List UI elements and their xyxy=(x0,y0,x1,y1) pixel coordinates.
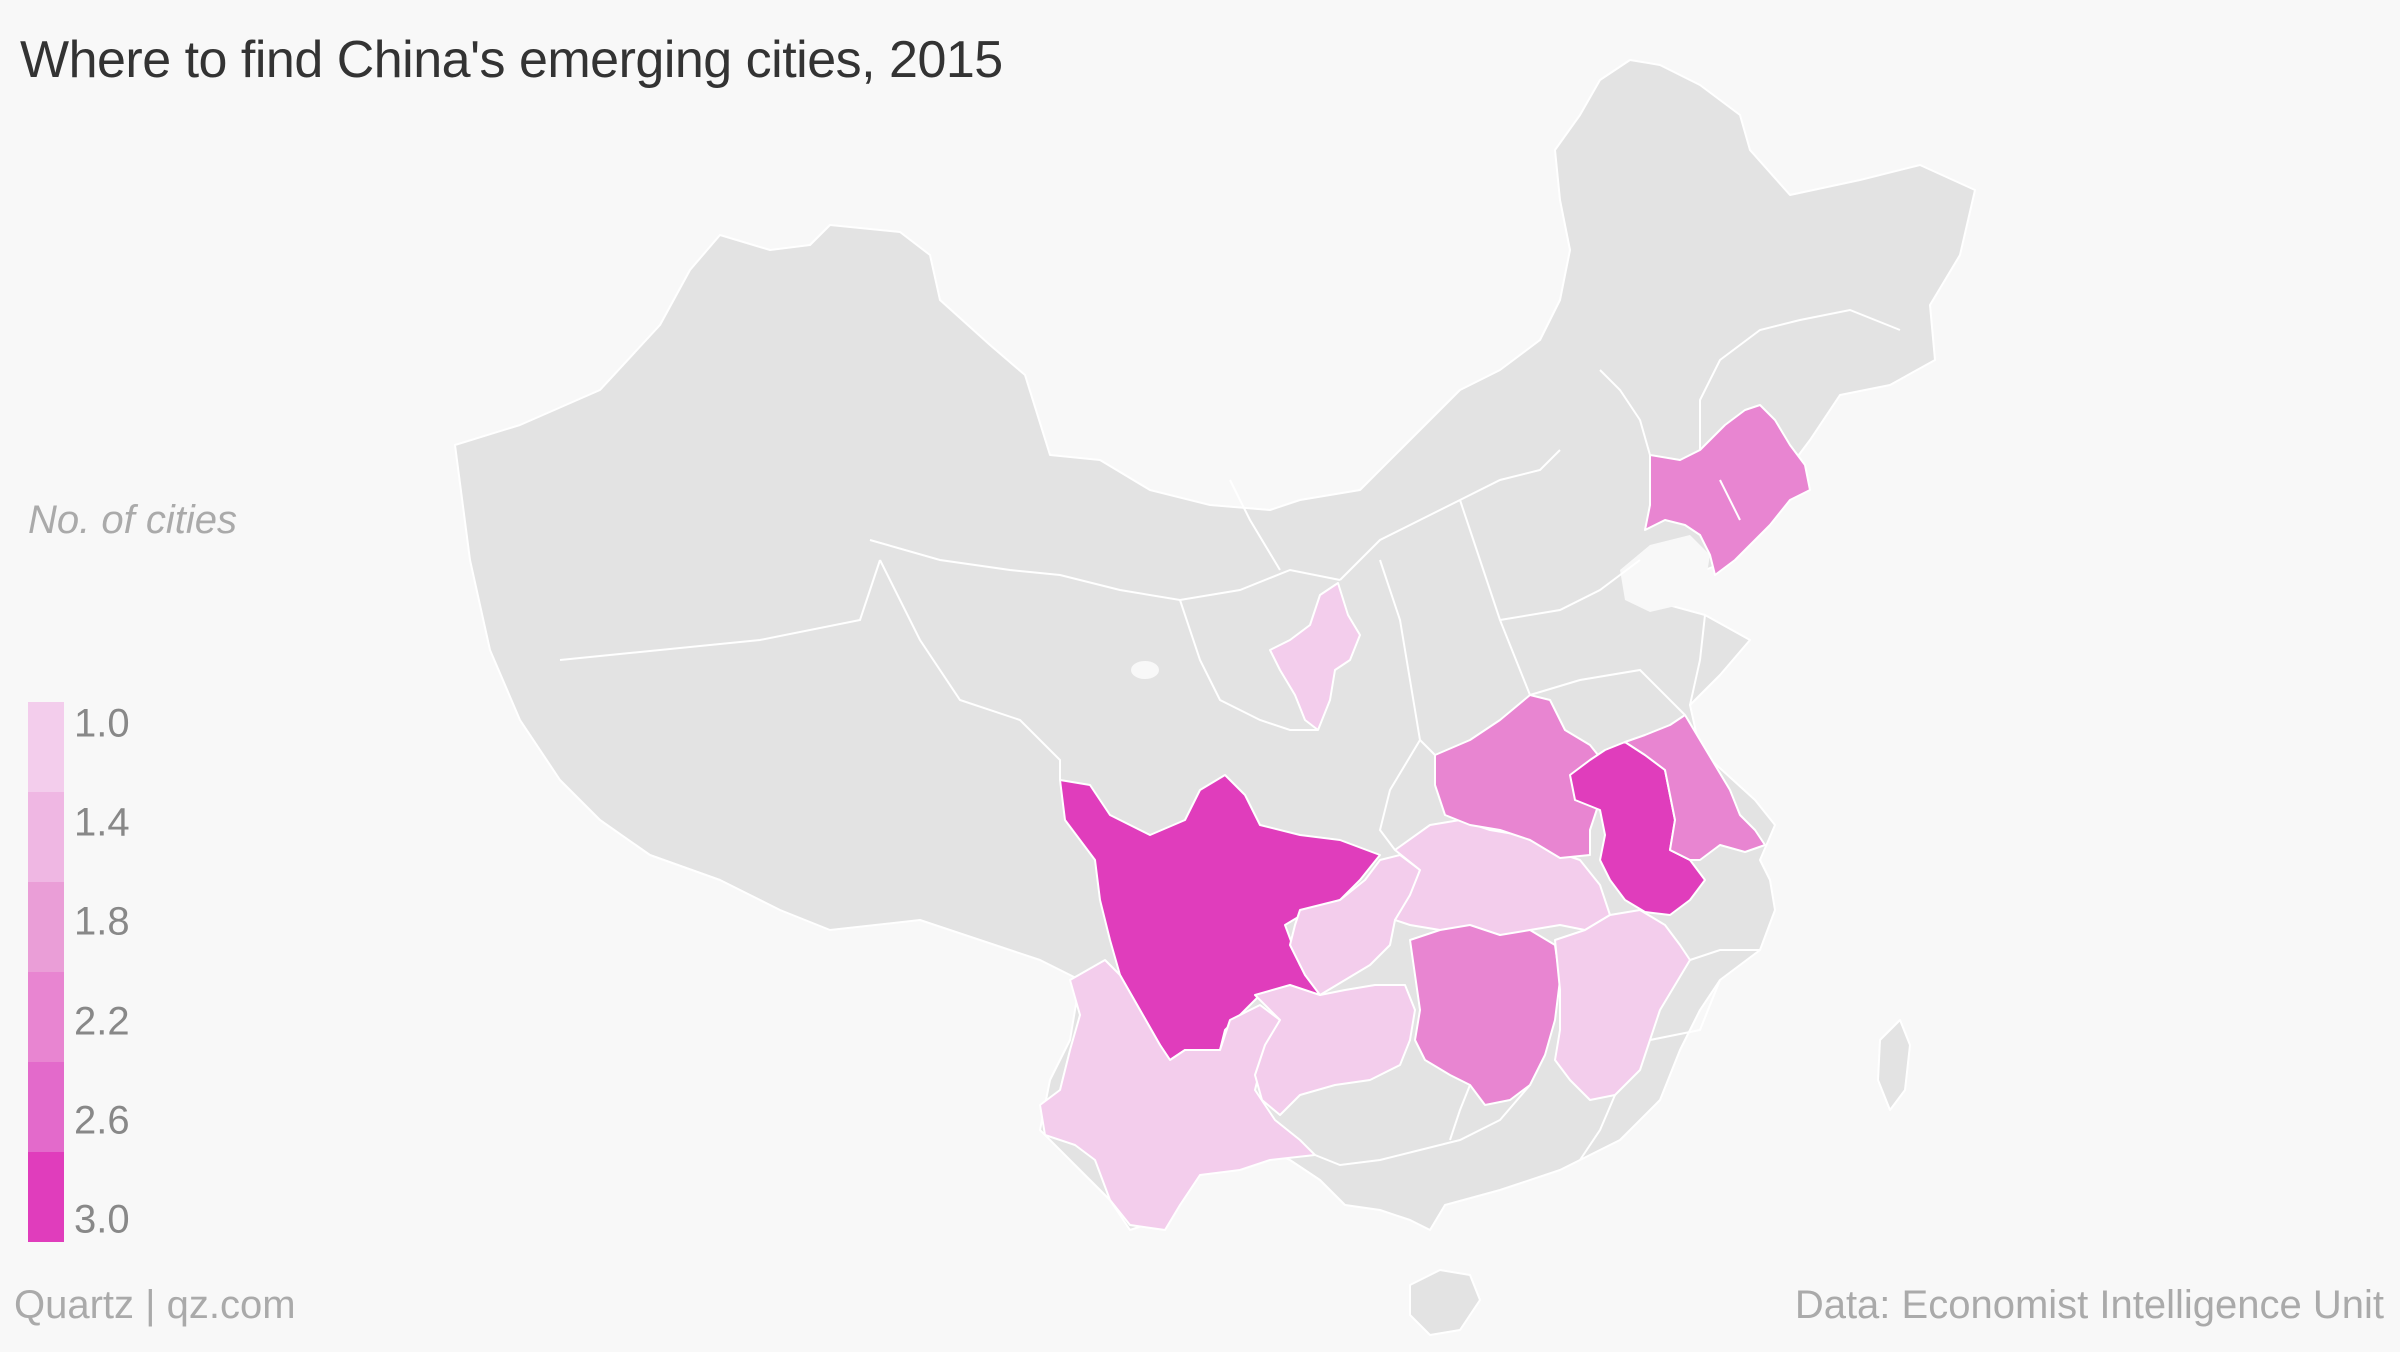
legend-swatch xyxy=(28,1152,64,1242)
legend-tick-label: 3.0 xyxy=(74,1197,130,1242)
legend-tick-label: 1.4 xyxy=(74,800,130,845)
region-jiangsu xyxy=(1624,714,1766,861)
legend-swatch xyxy=(28,702,64,792)
legend-title: No. of cities xyxy=(28,498,237,542)
legend-swatch xyxy=(28,882,64,972)
legend-swatch xyxy=(28,792,64,882)
legend-tick-label: 2.2 xyxy=(74,999,130,1044)
legend-color-bar xyxy=(28,702,64,1242)
legend-swatch xyxy=(28,972,64,1062)
region-hubei xyxy=(1394,819,1611,941)
qinghai-lake xyxy=(1131,661,1159,679)
footer-source: Data: Economist Intelligence Unit xyxy=(1794,1283,2384,1327)
footer-credit: Quartz | qz.com xyxy=(14,1283,296,1327)
legend-swatch xyxy=(28,1062,64,1152)
region-liaoning xyxy=(1644,404,1811,576)
region-jiangxi xyxy=(1554,909,1691,1101)
region-hainan xyxy=(1409,1269,1481,1336)
legend-tick-label: 2.6 xyxy=(74,1098,130,1143)
bohai-sea xyxy=(1620,535,1710,612)
region-hunan xyxy=(1409,924,1561,1106)
legend-tick-label: 1.0 xyxy=(74,701,130,746)
region-chongqing xyxy=(1289,854,1421,996)
region-guizhou xyxy=(1254,984,1416,1116)
region-henan xyxy=(1434,694,1611,859)
region-taiwan xyxy=(1877,1019,1911,1111)
legend-tick-label: 1.8 xyxy=(74,899,130,944)
province-borders xyxy=(559,308,1901,1167)
map-title: Where to find China's emerging cities, 2… xyxy=(20,31,1003,89)
